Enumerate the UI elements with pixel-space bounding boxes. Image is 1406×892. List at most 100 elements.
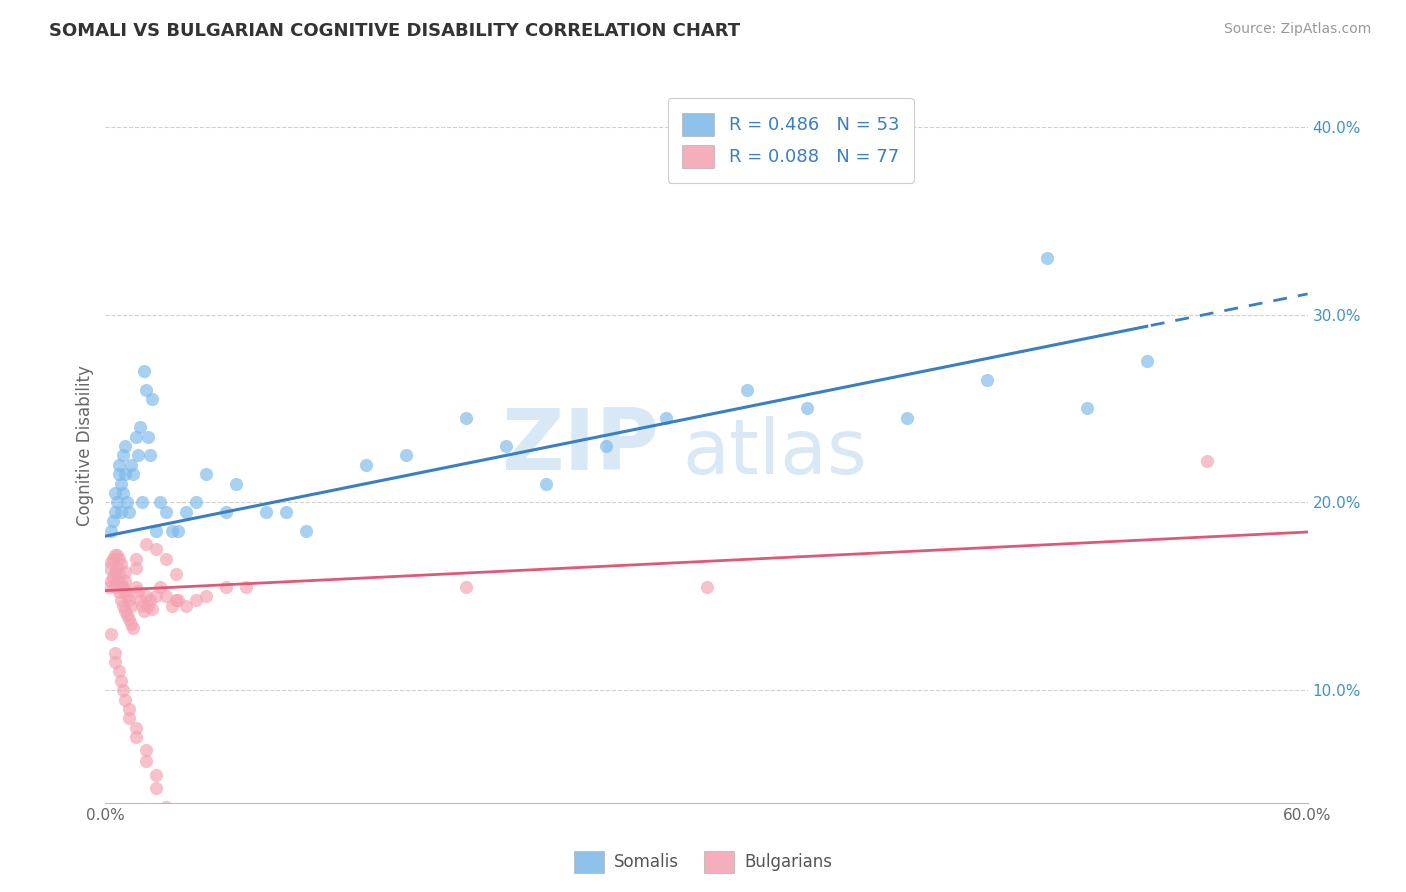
Point	[160, 524, 183, 538]
Point	[1197, 454, 1219, 468]
Point	[165, 593, 187, 607]
Point	[103, 551, 125, 566]
Point	[118, 702, 141, 716]
Point	[174, 599, 197, 613]
Point	[100, 524, 122, 538]
Point	[135, 743, 157, 757]
Point	[117, 495, 139, 509]
Point	[145, 589, 167, 603]
Point	[110, 505, 132, 519]
Point	[138, 449, 160, 463]
Point	[108, 566, 131, 581]
Point	[454, 410, 477, 425]
Point	[155, 589, 177, 603]
Point	[174, 824, 197, 838]
Point	[100, 556, 122, 570]
Point	[108, 467, 131, 482]
Point	[166, 524, 188, 538]
Text: atlas: atlas	[682, 417, 868, 490]
Point	[108, 458, 131, 472]
Point	[110, 558, 132, 572]
Point	[976, 373, 998, 387]
Point	[104, 580, 127, 594]
Point	[112, 683, 135, 698]
Point	[165, 566, 187, 581]
Point	[104, 565, 127, 579]
Point	[132, 604, 155, 618]
Point	[124, 730, 146, 744]
Point	[155, 799, 177, 814]
Point	[121, 617, 143, 632]
Point	[112, 599, 135, 613]
Point	[131, 599, 153, 613]
Point	[104, 505, 127, 519]
Point	[114, 692, 136, 706]
Point	[112, 486, 135, 500]
Point	[114, 467, 136, 482]
Point	[155, 551, 177, 566]
Point	[124, 551, 146, 566]
Point	[145, 542, 167, 557]
Point	[796, 401, 818, 416]
Point	[135, 383, 157, 397]
Point	[141, 602, 163, 616]
Point	[103, 570, 125, 584]
Point	[114, 439, 136, 453]
Point	[117, 589, 139, 603]
Point	[128, 420, 150, 434]
Point	[104, 655, 127, 669]
Point	[225, 476, 247, 491]
Point	[114, 565, 136, 579]
Point	[145, 767, 167, 781]
Point	[128, 593, 150, 607]
Point	[295, 524, 318, 538]
Point	[655, 410, 678, 425]
Point	[495, 439, 517, 453]
Point	[174, 505, 197, 519]
Point	[100, 627, 122, 641]
Point	[124, 580, 146, 594]
Point	[454, 580, 477, 594]
Point	[117, 607, 139, 622]
Point	[135, 755, 157, 769]
Text: SOMALI VS BULGARIAN COGNITIVE DISABILITY CORRELATION CHART: SOMALI VS BULGARIAN COGNITIVE DISABILITY…	[49, 22, 741, 40]
Point	[108, 585, 131, 599]
Point	[896, 410, 918, 425]
Point	[122, 621, 145, 635]
Point	[395, 449, 418, 463]
Point	[127, 449, 149, 463]
Point	[148, 495, 170, 509]
Point	[141, 392, 163, 406]
Point	[114, 583, 136, 598]
Point	[274, 505, 297, 519]
Point	[235, 580, 257, 594]
Point	[118, 505, 141, 519]
Point	[1076, 401, 1098, 416]
Point	[110, 476, 132, 491]
Point	[103, 514, 125, 528]
Legend: R = 0.486   N = 53, R = 0.088   N = 77: R = 0.486 N = 53, R = 0.088 N = 77	[668, 98, 914, 183]
Point	[354, 458, 377, 472]
Point	[121, 599, 143, 613]
Point	[118, 612, 141, 626]
Point	[107, 574, 129, 589]
Point	[110, 593, 132, 607]
Point	[114, 574, 136, 589]
Point	[100, 574, 122, 589]
Text: Source: ZipAtlas.com: Source: ZipAtlas.com	[1223, 22, 1371, 37]
Point	[124, 721, 146, 735]
Point	[145, 524, 167, 538]
Point	[138, 593, 160, 607]
Point	[135, 536, 157, 550]
Point	[696, 580, 718, 594]
Legend: Somalis, Bulgarians: Somalis, Bulgarians	[568, 845, 838, 880]
Point	[110, 576, 132, 591]
Point	[194, 467, 217, 482]
Point	[104, 548, 127, 562]
Point	[131, 495, 153, 509]
Text: ZIP: ZIP	[501, 404, 658, 488]
Point	[254, 505, 277, 519]
Point	[214, 580, 236, 594]
Point	[136, 599, 159, 613]
Point	[98, 561, 121, 575]
